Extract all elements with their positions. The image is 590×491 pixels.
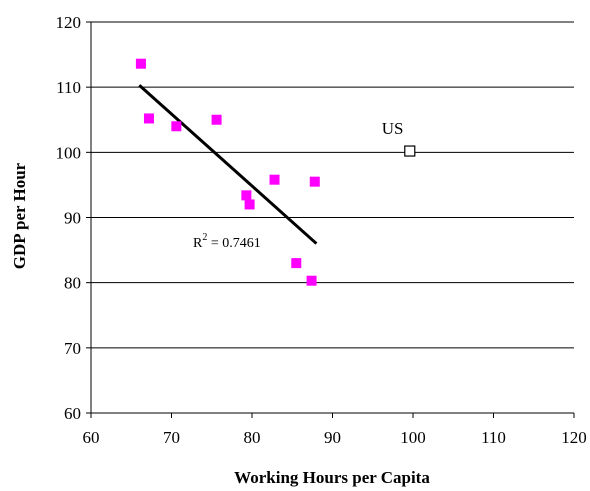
- trendline-group: [138, 84, 318, 245]
- axes: [86, 21, 575, 418]
- x-tick-label-80: 80: [244, 428, 261, 447]
- x-tick-label-110: 110: [481, 428, 506, 447]
- y-tick-label-120: 120: [56, 13, 82, 32]
- data-point-3: [211, 114, 222, 125]
- x-tick-label-90: 90: [324, 428, 341, 447]
- us-point-label: US: [382, 119, 404, 138]
- x-tick-label-70: 70: [163, 428, 180, 447]
- y-tick-label-70: 70: [64, 339, 81, 358]
- data-point-7: [309, 176, 320, 187]
- r-squared-annotation: R2 = 0.7461: [193, 232, 261, 251]
- data-point-9: [306, 275, 317, 286]
- trendline: [138, 84, 318, 245]
- x-tick-label-120: 120: [561, 428, 587, 447]
- x-axis-title: Working Hours per Capita: [234, 468, 430, 487]
- y-tick-label-90: 90: [64, 209, 81, 228]
- r-squared-value: 0.7461: [222, 236, 261, 251]
- us-data-point: [404, 145, 416, 157]
- y-tick-label-100: 100: [56, 143, 82, 162]
- data-point-8: [291, 258, 302, 269]
- data-point-5: [244, 199, 255, 210]
- x-tick-label-100: 100: [400, 428, 426, 447]
- tick-labels: 60 70 80 90 100 110 120 60 70 80 90 100 110 120: [56, 13, 587, 447]
- data-point-1: [143, 113, 154, 124]
- y-tick-label-110: 110: [56, 78, 81, 97]
- x-tick-label-60: 60: [83, 428, 100, 447]
- y-tick-label-60: 60: [64, 404, 81, 423]
- y-axis-title: GDP per Hour: [10, 162, 29, 269]
- data-point-2: [171, 121, 182, 132]
- data-point-4: [241, 190, 252, 201]
- y-tick-label-80: 80: [64, 274, 81, 293]
- gridlines: [91, 21, 574, 349]
- data-points: US: [135, 58, 416, 286]
- data-point-6: [269, 174, 280, 185]
- data-point-0: [135, 58, 146, 69]
